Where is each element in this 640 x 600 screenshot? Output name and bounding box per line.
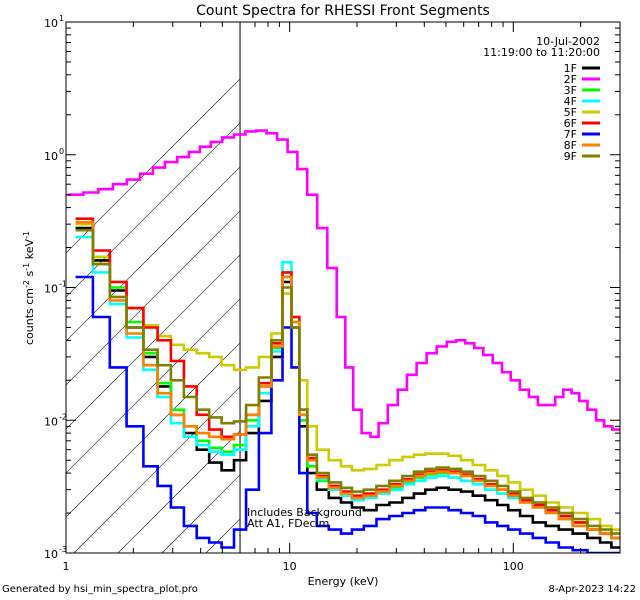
y-axis-label-part: counts cm bbox=[23, 288, 36, 345]
hatch-line bbox=[66, 166, 241, 342]
hatch-line bbox=[514, 0, 640, 553]
y-tick-label-exponent: -1 bbox=[59, 280, 67, 289]
y-tick-label-exponent: 1 bbox=[59, 14, 64, 23]
y-tick-label-base: 10 bbox=[44, 150, 58, 163]
hatch-line bbox=[66, 122, 241, 298]
series-7F bbox=[75, 275, 620, 553]
legend-label-6F: 6F bbox=[564, 117, 577, 130]
y-tick-label-exponent: 0 bbox=[59, 147, 64, 156]
series-9F bbox=[75, 228, 620, 535]
legend-label-5F: 5F bbox=[564, 106, 577, 119]
plot-frame bbox=[65, 21, 621, 554]
series-1F bbox=[75, 226, 620, 549]
x-tick-label: 100 bbox=[503, 560, 524, 573]
y-tick-label-exponent: -2 bbox=[59, 412, 67, 421]
series-group bbox=[67, 129, 620, 553]
y-tick-label-base: 10 bbox=[44, 415, 58, 428]
hatch-line bbox=[73, 386, 241, 553]
hatch-line bbox=[66, 298, 241, 474]
y-tick-label-exponent: -3 bbox=[59, 545, 67, 554]
legend-label-8F: 8F bbox=[564, 139, 577, 152]
attenuator-hatch-region bbox=[66, 0, 640, 553]
chart-title: Count Spectra for RHESSI Front Segments bbox=[196, 3, 490, 19]
series-8F bbox=[75, 221, 620, 540]
hatch-line bbox=[294, 0, 640, 553]
legend-label-9F: 9F bbox=[564, 150, 577, 163]
y-axis-label-part: -1 bbox=[22, 231, 31, 239]
legend-label-2F: 2F bbox=[564, 73, 577, 86]
footer-timestamp: 8-Apr-2023 14:22 bbox=[548, 584, 636, 595]
series-5F bbox=[75, 222, 620, 531]
hatch-line bbox=[66, 210, 241, 386]
annotation-background: Includes Background bbox=[247, 506, 362, 519]
y-axis-label-part: keV bbox=[23, 239, 36, 263]
legend-label-1F: 1F bbox=[564, 62, 577, 75]
hatch-line bbox=[117, 430, 241, 553]
hatch-line bbox=[66, 78, 241, 254]
y-axis-label-part: s bbox=[23, 270, 36, 279]
y-tick-label-base: 10 bbox=[44, 17, 58, 30]
y-axis-label-part: -2 bbox=[22, 280, 31, 288]
legend-label-3F: 3F bbox=[564, 84, 577, 97]
x-tick-labels: 1 10 100 bbox=[63, 560, 524, 573]
hatch-line bbox=[382, 0, 640, 553]
footer-generated-by: Generated by hsi_min_spectra_plot.pro bbox=[2, 584, 198, 595]
legend-date: 10-Jul-2002 bbox=[536, 35, 600, 48]
legend-label-7F: 7F bbox=[564, 128, 577, 141]
annotation-attenuator: Att A1, FDecim bbox=[247, 517, 329, 530]
series-2F bbox=[67, 129, 620, 439]
y-axis-label: counts cm-2 s-1 keV-1 bbox=[22, 231, 37, 345]
hatch-line bbox=[66, 342, 241, 518]
legend-time-range: 11:19:00 to 11:20:00 bbox=[483, 46, 600, 59]
axis-ticks bbox=[65, 21, 621, 554]
x-tick-label: 1 bbox=[63, 560, 70, 573]
x-axis-label: Energy (keV) bbox=[308, 575, 379, 588]
x-tick-label: 10 bbox=[283, 560, 297, 573]
hatch-line bbox=[602, 0, 640, 553]
y-tick-label-base: 10 bbox=[44, 548, 58, 561]
y-axis-label-part: -1 bbox=[22, 263, 31, 271]
y-tick-label-base: 10 bbox=[44, 283, 58, 296]
legend-label-4F: 4F bbox=[564, 95, 577, 108]
